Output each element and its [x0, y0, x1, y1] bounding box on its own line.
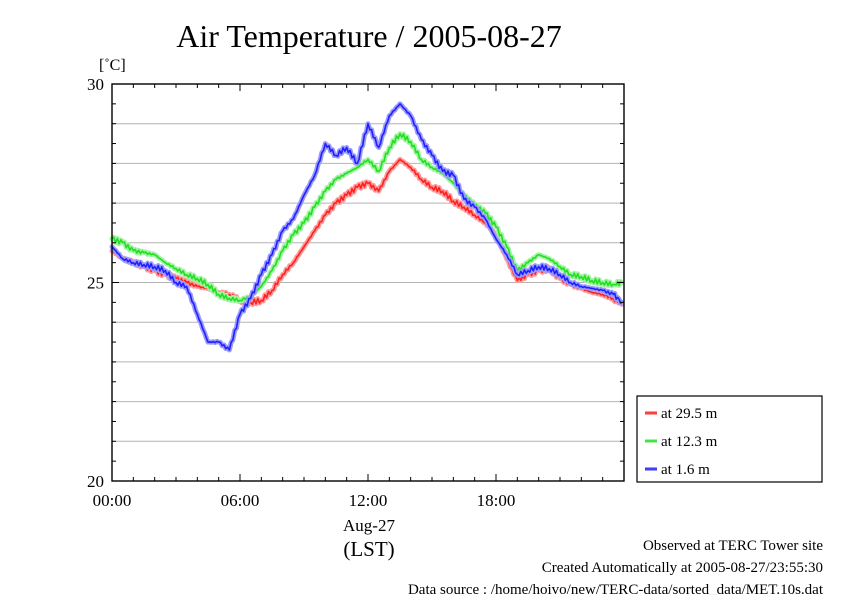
series-layer	[109, 101, 625, 353]
y-tick-label: 20	[87, 472, 104, 491]
series-line-1	[111, 132, 623, 303]
y-tick-label: 25	[87, 274, 104, 293]
x-tick-label: 18:00	[477, 491, 516, 510]
y-axis-unit-label: [˚C]	[99, 57, 126, 74]
x-tick-label: 00:00	[93, 491, 132, 510]
footer-site-note: Observed at TERC Tower site	[643, 538, 823, 554]
x-date-label: Aug-27	[343, 516, 395, 535]
chart-title: Air Temperature / 2005-08-27	[176, 18, 562, 54]
footer-created-note: Created Automatically at 2005-08-27/23:5…	[542, 560, 823, 576]
footer-data-source: Data source : /home/hoivo/new/TERC-data/…	[408, 582, 824, 595]
series-line-2	[111, 103, 623, 351]
legend-label: at 29.5 m	[661, 406, 718, 422]
legend-label: at 12.3 m	[661, 434, 718, 450]
legend: at 29.5 m at 12.3 m at 1.6 m	[636, 395, 823, 483]
legend-box	[636, 395, 823, 483]
x-axis-label: (LST)	[343, 537, 394, 561]
legend-label: at 1.6 m	[661, 462, 710, 478]
x-tick-label: 06:00	[221, 491, 260, 510]
series-glow-2	[109, 101, 625, 353]
y-tick-label: 30	[87, 75, 104, 94]
axis-ticks: 20 25 30 00:00 06:00 12:00 18:00	[87, 75, 625, 510]
x-tick-label: 12:00	[349, 491, 388, 510]
